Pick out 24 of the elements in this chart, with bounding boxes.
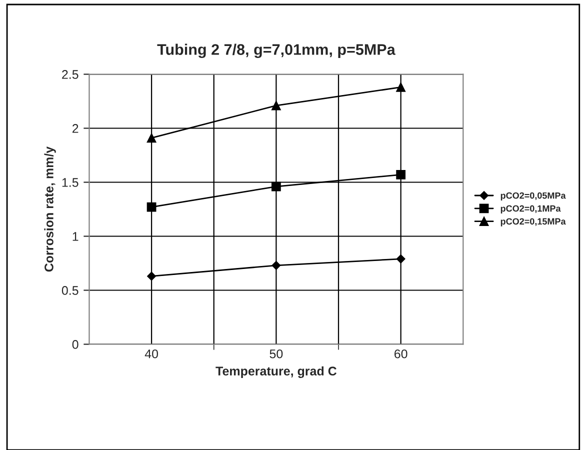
point	[271, 182, 281, 192]
point	[146, 202, 156, 212]
point	[147, 272, 156, 281]
y-tick-label: 2.5	[62, 70, 78, 79]
point	[396, 170, 406, 180]
y-tick-label: 1	[72, 232, 78, 241]
legend-label: pCO2=0,05MPa	[500, 192, 566, 201]
legend-label: pCO2=0,1MPa	[500, 205, 561, 214]
point	[396, 254, 406, 264]
y-axis-title: Corrosion rate, mm/y	[44, 146, 56, 272]
x-tick-label: 60	[394, 349, 408, 358]
legend-label: pCO2=0,15MPa	[500, 218, 566, 226]
point	[396, 82, 406, 92]
y-tick-label: 1.5	[62, 178, 78, 187]
x-axis-title: Temperature, grad C	[216, 366, 337, 378]
y-tick-label: 2	[72, 124, 78, 133]
x-tick-label: 50	[270, 349, 283, 358]
point	[272, 260, 281, 270]
y-tick-label: 0.5	[62, 286, 78, 295]
point	[271, 100, 281, 110]
x-tick-label: 40	[144, 349, 158, 358]
point	[146, 133, 156, 143]
chart-title: Tubing 2 7/8, g=7,01mm, p=5MPa	[157, 44, 396, 58]
y-tick-label: 0	[72, 340, 78, 349]
